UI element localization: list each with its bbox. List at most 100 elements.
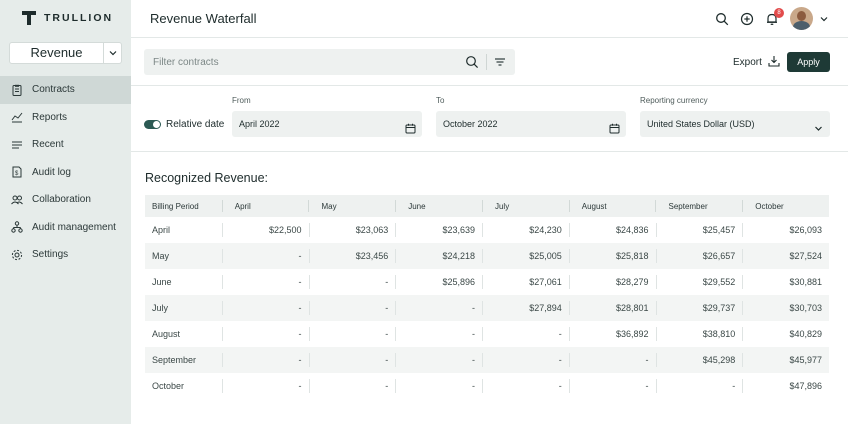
sidebar: TRULLION Revenue Contracts Reports Recen… xyxy=(0,0,131,424)
column-header[interactable]: June xyxy=(395,195,482,217)
download-icon xyxy=(768,55,780,70)
relative-date-toggle[interactable] xyxy=(144,120,161,129)
chevron-down-icon[interactable] xyxy=(817,12,831,26)
bell-icon[interactable]: 8 xyxy=(765,7,784,26)
revenue-cell: $27,524 xyxy=(742,243,829,269)
revenue-cell: $25,896 xyxy=(395,269,482,295)
sidebar-item-audit-log[interactable]: $ Audit log xyxy=(0,159,131,187)
revenue-cell: - xyxy=(395,373,482,399)
column-header[interactable]: July xyxy=(481,195,569,217)
revenue-cell: - xyxy=(568,373,656,399)
header-actions: 8 xyxy=(715,7,831,30)
revenue-cell: - xyxy=(221,347,309,373)
revenue-cell: $47,896 xyxy=(742,373,829,399)
billing-period-cell: May xyxy=(152,251,170,261)
sidebar-item-recent[interactable]: Recent xyxy=(0,131,131,159)
revenue-cell: $23,456 xyxy=(308,243,396,269)
table-row: May - $23,456 $24,218 $25,005 $25,818 $26,657 $… xyxy=(145,243,829,269)
revenue-cell: $28,279 xyxy=(568,269,656,295)
revenue-cell: $22,500 xyxy=(221,217,309,243)
revenue-cell: $24,836 xyxy=(568,217,656,243)
file-dollar-icon: $ xyxy=(11,166,23,178)
revenue-cell: - xyxy=(395,295,482,321)
brand-logo[interactable]: TRULLION xyxy=(22,11,113,25)
revenue-cell: $23,063 xyxy=(308,217,396,243)
page-title: Revenue Waterfall xyxy=(150,11,257,26)
revenue-cell: $24,218 xyxy=(395,243,482,269)
currency-select[interactable]: United States Dollar (USD) xyxy=(640,111,830,137)
filter-bar xyxy=(144,49,515,75)
revenue-cell: $25,005 xyxy=(482,243,569,269)
apply-button[interactable]: Apply xyxy=(787,52,830,72)
toolbar: Export Apply xyxy=(131,38,848,86)
column-header[interactable]: August xyxy=(568,195,656,217)
revenue-cell: - xyxy=(395,347,482,373)
search-icon[interactable] xyxy=(465,55,479,69)
sidebar-item-label: Settings xyxy=(32,249,69,261)
revenue-cell: $27,061 xyxy=(482,269,569,295)
from-date-field[interactable]: April 2022 xyxy=(232,111,422,137)
chart-line-icon xyxy=(11,111,23,123)
billing-period-cell: June xyxy=(152,277,172,287)
revenue-cell: - xyxy=(308,269,396,295)
network-icon xyxy=(11,221,23,233)
column-header[interactable]: Billing Period xyxy=(152,201,199,211)
table-row: April $22,500 $23,063 $23,639 $24,230 $24,836… xyxy=(145,217,829,243)
svg-text:$: $ xyxy=(15,171,19,177)
revenue-cell: $25,818 xyxy=(568,243,656,269)
revenue-cell: - xyxy=(395,321,482,347)
sidebar-item-reports[interactable]: Reports xyxy=(0,104,131,132)
sidebar-item-label: Recent xyxy=(32,139,64,151)
to-date-value: October 2022 xyxy=(443,119,498,129)
revenue-cell: - xyxy=(308,321,396,347)
table-row: October - - - - - - $47,896 xyxy=(145,373,829,399)
calendar-icon xyxy=(609,118,620,134)
from-label: From xyxy=(232,96,251,105)
column-header[interactable]: May xyxy=(308,195,395,217)
sidebar-item-collaboration[interactable]: Collaboration xyxy=(0,186,131,214)
section-title: Recognized Revenue: xyxy=(145,171,268,185)
to-date-field[interactable]: October 2022 xyxy=(436,111,626,137)
revenue-cell: $27,894 xyxy=(482,295,569,321)
revenue-cell: - xyxy=(308,373,396,399)
revenue-cell: - xyxy=(221,295,309,321)
sidebar-nav: Contracts Reports Recent $ Audit log Col… xyxy=(0,76,131,269)
sidebar-item-audit-management[interactable]: Audit management xyxy=(0,214,131,242)
list-icon xyxy=(11,139,23,151)
revenue-table: Billing Period April May June July August Sept… xyxy=(145,195,829,399)
search-icon[interactable] xyxy=(715,12,729,26)
chevron-down-icon[interactable] xyxy=(103,43,121,63)
revenue-cell: - xyxy=(482,347,569,373)
export-button[interactable]: Export xyxy=(733,55,780,70)
column-header[interactable]: September xyxy=(655,195,742,217)
column-header[interactable]: October xyxy=(742,195,829,217)
avatar[interactable] xyxy=(790,7,813,30)
revenue-cell: - xyxy=(308,347,396,373)
column-header[interactable]: April xyxy=(221,195,309,217)
revenue-cell: - xyxy=(221,321,309,347)
revenue-cell: $45,977 xyxy=(742,347,829,373)
sidebar-item-label: Audit log xyxy=(32,166,71,178)
revenue-cell: $23,639 xyxy=(395,217,482,243)
revenue-cell: - xyxy=(482,321,569,347)
filter-contracts-input[interactable] xyxy=(144,49,464,75)
revenue-cell: - xyxy=(221,243,309,269)
filter-lines-icon[interactable] xyxy=(493,55,507,69)
sidebar-item-settings[interactable]: Settings xyxy=(0,241,131,269)
product-switcher[interactable]: Revenue xyxy=(9,42,122,64)
currency-value: United States Dollar (USD) xyxy=(647,119,755,129)
revenue-cell: $29,552 xyxy=(655,269,743,295)
sidebar-item-contracts[interactable]: Contracts xyxy=(0,76,131,104)
revenue-cell: $45,298 xyxy=(655,347,743,373)
export-label: Export xyxy=(733,57,762,68)
date-filters: Relative date From April 2022 To October… xyxy=(131,86,848,152)
revenue-cell: $24,230 xyxy=(482,217,569,243)
clipboard-icon xyxy=(11,84,23,96)
billing-period-cell: September xyxy=(152,355,197,365)
revenue-cell: $38,810 xyxy=(655,321,743,347)
add-circle-icon[interactable] xyxy=(740,12,754,26)
notification-badge: 8 xyxy=(774,7,784,18)
revenue-cell: - xyxy=(482,373,569,399)
revenue-cell: $26,657 xyxy=(655,243,743,269)
billing-period-cell: October xyxy=(152,381,185,391)
